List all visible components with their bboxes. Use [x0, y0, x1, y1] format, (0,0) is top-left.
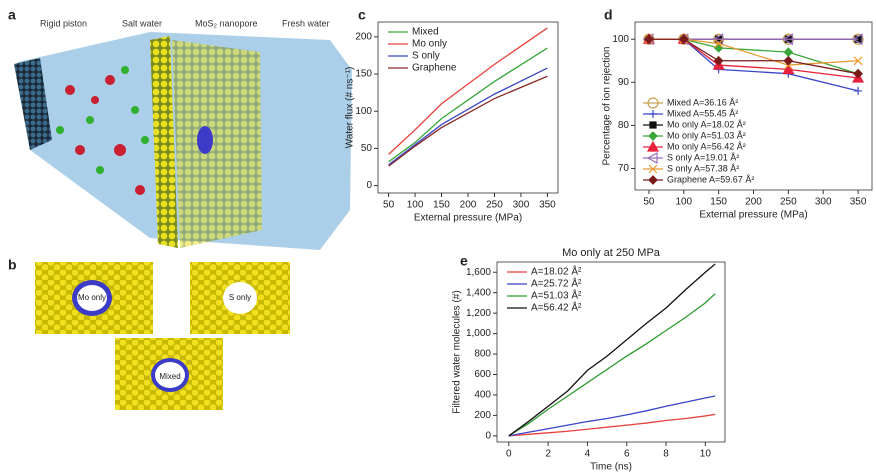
legend-marker [649, 110, 657, 118]
marker [854, 70, 862, 78]
x-tick-label: 200 [745, 197, 762, 208]
marker [784, 48, 792, 56]
chart-title: Mo only at 250 MPa [562, 247, 661, 259]
x-tick-label: 50 [643, 197, 655, 208]
y-axis-label: Percentage of ion rejection [602, 47, 613, 166]
y-tick-label: 70 [618, 163, 630, 174]
y-tick-label: 800 [474, 349, 491, 360]
annotation: Fresh water [282, 18, 330, 28]
y-tick-label: 1,600 [466, 267, 491, 278]
legend-label: Mixed A=36.16 Å² [667, 97, 738, 107]
figure: a Rigid piston Salt water MoS₂ nanopore … [0, 0, 876, 473]
y-tick-label: 600 [474, 369, 491, 380]
pore [197, 126, 213, 154]
y-tick-label: 50 [361, 143, 373, 154]
legend-label: Mixed A=55.45 Å² [667, 108, 738, 118]
legend-label: S only [412, 51, 440, 62]
legend-label: A=18.02 Å² [531, 265, 582, 278]
series-line [389, 68, 548, 165]
y-tick-label: 80 [618, 120, 630, 131]
y-tick-label: 200 [474, 410, 491, 421]
panel-label: b [8, 257, 17, 273]
y-tick-label: 1,000 [466, 328, 491, 339]
y-tick-label: 400 [474, 390, 491, 401]
y-tick-label: 100 [355, 106, 372, 117]
legend-marker [649, 132, 657, 140]
legend-label: A=51.03 Å² [531, 289, 582, 302]
pore-label: Mo only [78, 293, 106, 302]
annotation: Rigid piston [40, 18, 87, 28]
x-tick-label: 100 [407, 200, 424, 211]
membrane-back [172, 40, 262, 248]
x-axis-label: Time (ns) [590, 462, 632, 473]
legend-label: A=25.72 Å² [531, 277, 582, 290]
annotation: Salt water [122, 18, 162, 28]
series-line [649, 39, 858, 91]
series-line [509, 294, 715, 436]
y-tick-label: 150 [355, 69, 372, 80]
x-tick-label: 8 [663, 449, 669, 460]
legend-label: Mo only A=51.03 Å² [667, 130, 746, 140]
x-tick-label: 4 [585, 449, 591, 460]
x-tick-label: 350 [850, 197, 867, 208]
x-tick-label: 100 [675, 197, 692, 208]
x-tick-label: 150 [433, 200, 450, 211]
panel-label: d [604, 7, 613, 23]
y-tick-label: 100 [612, 34, 629, 45]
x-tick-label: 250 [780, 197, 797, 208]
x-tick-label: 2 [545, 449, 551, 460]
x-tick-label: 350 [539, 200, 556, 211]
y-tick-label: 200 [355, 32, 372, 43]
legend-marker [650, 122, 656, 128]
x-axis-label: External pressure (MPa) [699, 210, 807, 221]
legend-label: Graphene A=59.67 Å² [667, 174, 754, 184]
series-line [389, 76, 548, 166]
x-tick-label: 300 [815, 197, 832, 208]
y-tick-label: 1,400 [466, 287, 491, 298]
x-tick-label: 10 [700, 449, 712, 460]
legend-marker [649, 176, 657, 184]
legend-label: Graphene [412, 63, 457, 74]
y-axis-label: Filtered water molecules (#) [452, 290, 463, 413]
y-tick-label: 0 [366, 180, 372, 191]
x-tick-label: 50 [383, 200, 395, 211]
y-axis-label: Water flux (# ns⁻¹) [345, 67, 356, 149]
panel-a: a Rigid piston Salt water MoS₂ nanopore … [8, 7, 352, 250]
x-tick-label: 150 [710, 197, 727, 208]
x-tick-label: 200 [460, 200, 477, 211]
panel-label: c [358, 7, 366, 23]
annotation: MoS₂ nanopore [195, 18, 258, 28]
panel-b: b Mo only S only Mixed [8, 257, 290, 410]
x-tick-label: 0 [506, 449, 512, 460]
legend-label: Mixed [412, 27, 439, 38]
pore-label: Mixed [159, 372, 180, 381]
legend-label: Mo only A=56.42 Å² [667, 141, 746, 151]
y-tick-label: 90 [618, 77, 630, 88]
x-tick-label: 6 [624, 449, 630, 460]
x-axis-label: External pressure (MPa) [414, 213, 522, 224]
plot-frame [378, 22, 558, 193]
legend-label: S only A=19.01 Å² [667, 152, 739, 162]
x-tick-label: 250 [486, 200, 503, 211]
y-tick-label: 0 [485, 431, 491, 442]
legend-label: A=56.42 Å² [531, 301, 582, 314]
legend-label: S only A=57.38 Å² [667, 163, 739, 173]
panel-label: a [8, 7, 16, 23]
x-tick-label: 300 [513, 200, 530, 211]
y-tick-label: 1,200 [466, 308, 491, 319]
legend-label: Mo only A=18.02 Å² [667, 119, 746, 129]
marker [854, 87, 862, 95]
legend-label: Mo only [412, 39, 447, 50]
series-line [649, 39, 858, 73]
pore-label: S only [229, 293, 251, 302]
